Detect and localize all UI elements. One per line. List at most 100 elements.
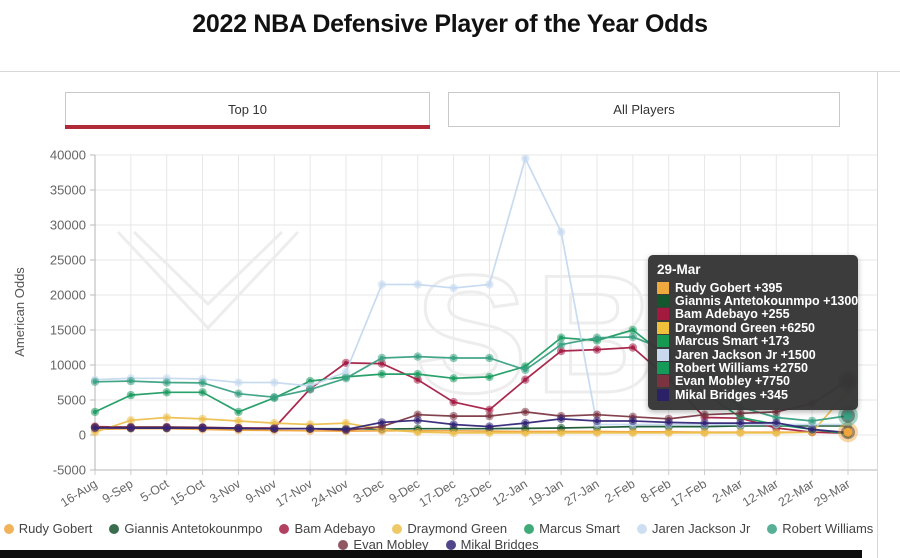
x-tick-label: 8-Feb	[638, 477, 673, 506]
series-line-mikal-bridges	[95, 418, 849, 434]
series-color-swatch	[657, 308, 669, 321]
data-point-core	[774, 415, 779, 420]
legend-item-mikal-bridges[interactable]: Mikal Bridges	[445, 537, 539, 552]
x-tick-label: 3-Dec	[351, 477, 387, 507]
data-point-core	[272, 420, 277, 426]
legend-label: Giannis Antetokounmpo	[124, 521, 263, 536]
legend-color-dot	[767, 523, 778, 534]
data-point-core	[774, 430, 779, 436]
panel-top-border	[0, 71, 900, 72]
legend-item-draymond-green[interactable]: Draymond Green	[392, 521, 507, 536]
legend-label: Mikal Bridges	[460, 537, 539, 552]
data-point-core	[630, 418, 636, 424]
x-tick-label: 15-Oct	[168, 476, 208, 508]
data-point-core	[487, 355, 492, 361]
data-point-core	[487, 430, 492, 436]
data-point-core	[558, 335, 564, 340]
end-marker[interactable]	[843, 411, 853, 421]
tab-all-players[interactable]: All Players	[448, 92, 840, 127]
tooltip-row: Jaren Jackson Jr +1500	[657, 347, 849, 362]
tab-top-10-label: Top 10	[227, 102, 268, 117]
legend-color-dot	[392, 523, 403, 534]
data-point-core	[307, 426, 313, 431]
legend-item-giannis-antetokounmpo[interactable]: Giannis Antetokounmpo	[109, 521, 262, 536]
data-point-core	[774, 420, 779, 425]
data-point-core	[343, 420, 349, 426]
data-point-core	[487, 282, 492, 287]
legend-label: Bam Adebayo	[294, 521, 376, 536]
data-point-core	[451, 355, 456, 361]
legend-label: Marcus Smart	[539, 521, 621, 536]
data-point-core	[487, 374, 492, 380]
legend-color-dot	[109, 523, 120, 534]
series-color-swatch	[657, 335, 669, 348]
y-tick-label: 40000	[50, 148, 86, 163]
data-point-core	[379, 282, 385, 287]
legend-item-jaren-jackson-jr[interactable]: Jaren Jackson Jr	[637, 521, 750, 536]
data-point-core	[523, 156, 528, 161]
x-tick-label: 9-Sep	[100, 477, 136, 507]
data-point-core	[451, 422, 456, 427]
x-tick-label: 17-Nov	[273, 476, 315, 510]
data-point-core	[666, 430, 671, 436]
data-point-core	[487, 413, 492, 419]
legend-color-dot	[279, 523, 290, 534]
tooltip-row: Robert Williams +2750	[657, 361, 849, 376]
tooltip-row: Marcus Smart +173	[657, 334, 849, 348]
tooltip-row-label: Draymond Green +6250	[675, 320, 815, 335]
data-point-core	[272, 380, 277, 385]
x-tick-label: 9-Nov	[243, 476, 279, 506]
legend-label: Draymond Green	[407, 521, 508, 536]
x-tick-label: 27-Jan	[562, 477, 602, 509]
tooltip-row: Rudy Gobert +395	[657, 281, 849, 295]
legend-item-evan-mobley[interactable]: Evan Mobley	[338, 537, 429, 552]
x-tick-label: 23-Dec	[452, 477, 494, 510]
legend-color-dot	[637, 523, 648, 534]
tab-top-10[interactable]: Top 10	[65, 92, 430, 129]
data-point-core	[92, 409, 98, 415]
end-marker[interactable]	[843, 427, 853, 437]
data-point-core	[415, 377, 420, 382]
tooltip-row-label: Jaren Jackson Jr +1500	[675, 347, 816, 362]
series-line-draymond-green	[94, 390, 849, 434]
y-tick-label: 10000	[50, 358, 86, 373]
legend-item-rudy-gobert[interactable]: Rudy Gobert	[3, 521, 92, 536]
tooltip-row: Mikal Bridges +345	[657, 388, 849, 402]
data-point-core	[594, 430, 600, 436]
data-point-core	[379, 371, 385, 377]
y-tick-label: 25000	[50, 253, 86, 268]
data-point-core	[558, 348, 564, 354]
legend-color-dot	[338, 539, 349, 550]
tooltip-row-label: Robert Williams +2750	[675, 361, 808, 376]
x-tick-label: 19-Jan	[526, 477, 566, 509]
series-color-swatch	[657, 348, 669, 361]
data-point-core	[523, 409, 528, 415]
tooltip-row: Giannis Antetokounmpo +1300	[657, 294, 858, 308]
legend-item-robert-williams[interactable]: Robert Williams	[767, 521, 873, 536]
data-point-core	[558, 229, 564, 235]
chart-legend-row-2: Evan Mobley Mikal Bridges	[0, 537, 877, 552]
data-point-core	[272, 426, 277, 431]
data-point-core	[164, 415, 169, 420]
y-tick-label: 5000	[57, 393, 86, 408]
data-point-core	[451, 430, 456, 436]
x-tick-label: 16-Aug	[58, 477, 100, 510]
data-point-core	[702, 420, 707, 426]
legend-item-bam-adebayo[interactable]: Bam Adebayo	[279, 521, 375, 536]
data-point-core	[200, 425, 205, 431]
data-point-core	[451, 399, 456, 405]
x-tick-label: 29-Mar	[812, 477, 853, 510]
series-color-swatch	[657, 375, 669, 388]
tooltip-date: 29-Mar	[657, 262, 701, 277]
data-point-core	[809, 418, 815, 424]
data-point-core	[236, 380, 241, 385]
data-point-core	[343, 369, 349, 375]
data-point-core	[630, 327, 636, 333]
y-tick-label: 0	[79, 428, 86, 443]
legend-item-marcus-smart[interactable]: Marcus Smart	[524, 521, 620, 536]
legend-label: Jaren Jackson Jr	[652, 521, 751, 536]
y-tick-label: 35000	[50, 183, 86, 198]
series-color-swatch	[657, 281, 669, 294]
data-point-core	[738, 411, 743, 416]
y-tick-label: -5000	[53, 463, 86, 478]
